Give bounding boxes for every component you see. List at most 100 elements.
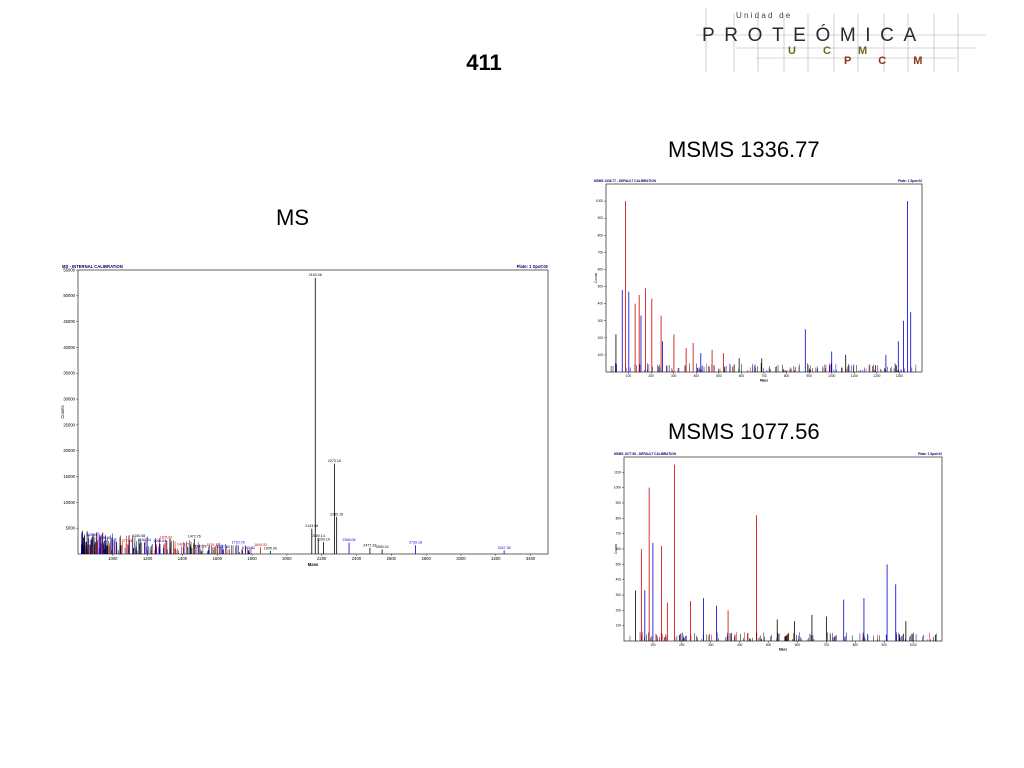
- ms-peak-label: 2209.10: [317, 538, 330, 542]
- ms-x-tick-label: 2400: [352, 556, 362, 561]
- msms1-x-tick-label: 1100: [851, 374, 858, 378]
- msms2-y-tick-label: 300: [616, 593, 622, 597]
- ms-header-left: MS - INTERNAL CALIBRATION: [62, 264, 123, 269]
- msms1-y-axis-label: Counts: [594, 273, 598, 284]
- ms-x-tick-label: 2800: [421, 556, 431, 561]
- logo-ucm-text: U C M: [788, 45, 879, 57]
- msms1-header-left: MSMS 1336.77 - DEFAULT CALIBRATION: [594, 179, 657, 183]
- msms1-x-tick-label: 600: [739, 374, 745, 378]
- ms-header-right: Plate: 1 Spot:02: [517, 264, 549, 269]
- ms-peak-label: 3247.36: [498, 546, 511, 550]
- msms2-spectrum-plot: MSMS 1077.56 - DEFAULT CALIBRATION Plate:…: [614, 452, 943, 651]
- msms2-x-tick-label: 900: [882, 643, 888, 647]
- msms2-heading: MSMS 1077.56: [668, 419, 820, 444]
- ms-peak-label: 1181.64: [138, 538, 151, 542]
- ms-peak-label: 1849.92: [254, 543, 267, 547]
- ms-peak-label: 1268.64: [153, 539, 166, 543]
- ms-peak-label: 1720.78: [232, 541, 245, 545]
- ms-spectrum-plot: MS - INTERNAL CALIBRATION Plate: 1 Spot:0…: [60, 264, 549, 567]
- msms2-y-tick-label: 1000: [614, 486, 621, 490]
- ms-peak-label: 2739.18: [409, 541, 422, 545]
- msms1-y-tick-label: 700: [598, 250, 604, 254]
- msms1-plot-frame: [605, 183, 923, 373]
- msms1-y-tick-label: 300: [598, 319, 604, 323]
- ms-peak-label: 2143.08: [305, 524, 318, 528]
- msms2-y-tick-label: 200: [616, 608, 622, 612]
- msms2-y-tick-label: 600: [616, 547, 622, 551]
- ms-y-tick-label: 20000: [63, 448, 75, 453]
- msms2-y-tick-label: 1100: [614, 470, 621, 474]
- ms-peak-label: 1500.78: [194, 544, 207, 548]
- ms-x-tick-label: 1000: [108, 556, 118, 561]
- msms1-y-tick-label: 600: [598, 268, 604, 272]
- ms-x-tick-label: 3200: [491, 556, 501, 561]
- ms-peak-label: 2285.16: [330, 512, 343, 516]
- logo-grid-lines: [696, 8, 986, 72]
- ms-peak-label: 1305.62: [159, 536, 172, 540]
- logo-top-text: U n i d a d d e: [736, 11, 791, 20]
- msms2-x-tick-label: 600: [795, 643, 801, 647]
- msms1-y-tick-label: 800: [598, 233, 604, 237]
- ms-x-tick-label: 1800: [247, 556, 257, 561]
- ms-peak-label: 2477.28: [363, 543, 376, 547]
- msms1-y-tick-label: 200: [598, 336, 604, 340]
- ms-x-tick-label: 2000: [282, 556, 292, 561]
- ms-x-tick-label: 2600: [387, 556, 397, 561]
- msms2-x-tick-label: 200: [679, 643, 685, 647]
- msms1-heading: MSMS 1336.77: [668, 137, 820, 162]
- ms-y-tick-label: 25000: [63, 422, 75, 427]
- ms-peak-label: 1150.58: [133, 534, 146, 538]
- msms2-x-tick-label: 500: [766, 643, 772, 647]
- msms2-y-tick-label: 500: [616, 562, 622, 566]
- ms-peak-label: 1905.90: [264, 546, 277, 550]
- msms1-x-tick-label: 1200: [873, 374, 880, 378]
- msms1-y-tick-label: 900: [598, 216, 604, 220]
- ms-peak-label: 1780.82: [242, 546, 255, 550]
- msms1-x-tick-label: 400: [694, 374, 700, 378]
- msms1-x-tick-label: 500: [716, 374, 722, 378]
- ms-x-tick-label: 2200: [317, 556, 327, 561]
- ms-heading: MS: [276, 205, 309, 230]
- msms2-x-tick-label: 300: [708, 643, 714, 647]
- msms1-x-tick-label: 700: [761, 374, 767, 378]
- msms2-x-tick-label: 400: [737, 643, 743, 647]
- msms1-x-tick-label: 1000: [828, 374, 835, 378]
- ms-x-tick-label: 1400: [178, 556, 188, 561]
- ms-y-tick-label: 10000: [63, 500, 75, 505]
- ms-peak-label: 2273.16: [328, 459, 341, 463]
- msms2-x-axis-label: Mass: [779, 648, 787, 651]
- msms2-plot-frame: [623, 456, 943, 642]
- msms1-header-right: Plate: 1 Spot:02: [898, 179, 922, 183]
- msms2-x-tick-label: 700: [824, 643, 830, 647]
- ms-peak-label: 2163.06: [309, 273, 322, 277]
- ms-peak-label: 1077.56: [120, 539, 133, 543]
- ms-x-tick-label: 3000: [456, 556, 466, 561]
- msms2-x-tick-label: 1000: [910, 643, 917, 647]
- ms-peak-label: 880.40: [86, 533, 97, 537]
- msms2-y-tick-label: 700: [616, 532, 622, 536]
- ms-x-axis-label: Mass: [308, 562, 319, 567]
- msms1-y-tick-label: 100: [598, 353, 604, 357]
- msms2-header-right: Plate: 1 Spot:02: [918, 452, 942, 456]
- ms-y-axis-label: Counts: [60, 405, 65, 418]
- msms2-y-tick-label: 100: [616, 624, 622, 628]
- msms1-x-tick-label: 800: [784, 374, 790, 378]
- msms1-x-tick-label: 900: [806, 374, 812, 378]
- msms2-y-tick-label: 400: [616, 578, 622, 582]
- msms2-header-left: MSMS 1077.56 - DEFAULT CALIBRATION: [614, 452, 677, 456]
- ms-peak-label: 1576.74: [206, 543, 219, 547]
- ms-peak-label: 2358.06: [343, 538, 356, 542]
- msms2-y-axis-label: Counts: [614, 544, 618, 555]
- msms1-spectrum-plot: MSMS 1336.77 - DEFAULT CALIBRATION Plate:…: [594, 179, 923, 383]
- logo-pcm-text: P C M: [844, 55, 934, 67]
- ms-peak-label: 955.46: [99, 536, 110, 540]
- msms1-x-tick-label: 300: [671, 374, 677, 378]
- ms-x-tick-label: 1600: [213, 556, 223, 561]
- ms-y-tick-label: 55000: [63, 267, 75, 272]
- ms-y-tick-label: 50000: [63, 293, 75, 298]
- ms-plot-frame: [77, 269, 549, 555]
- msms2-y-tick-label: 800: [616, 516, 622, 520]
- ms-y-tick-label: 45000: [63, 319, 75, 324]
- logo-main-text: PROTEÓMICA: [702, 24, 926, 46]
- msms1-x-tick-label: 1300: [896, 374, 903, 378]
